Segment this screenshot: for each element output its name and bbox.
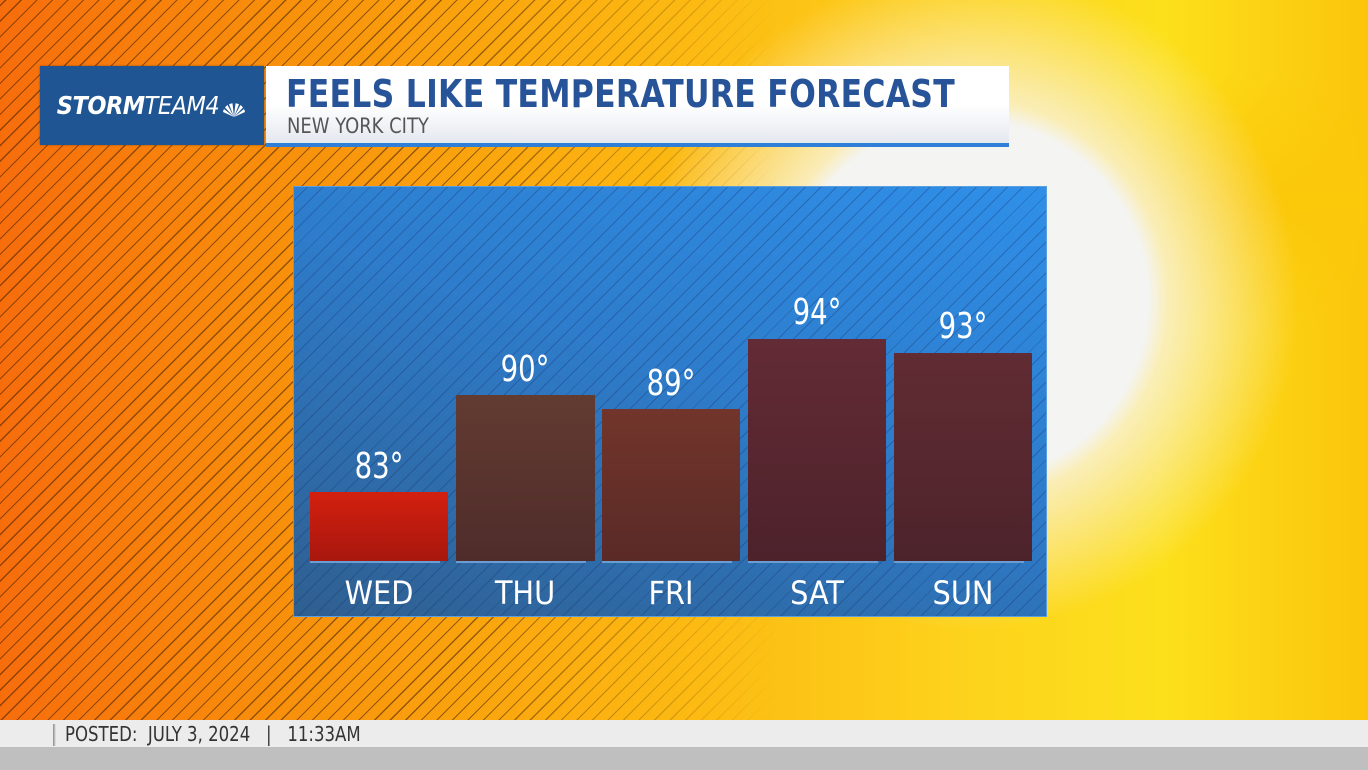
stormteam4-logo: STORM TEAM4 [40,66,264,145]
logo-text-light: TEAM4 [144,91,220,120]
value-label-wed: 83° [354,446,404,487]
day-label-fri: FRI [648,574,694,612]
value-label-thu: 90° [500,349,550,390]
posted-timestamp: POSTED: JULY 3, 2024 | 11:33AM [65,722,361,746]
baseline [894,561,1024,563]
value-label-sun: 93° [938,306,988,347]
nbc-peacock-icon [223,102,246,117]
logo-text-bold: STORM [56,91,145,120]
bar-fri [602,409,740,561]
day-label-wed: WED [344,574,414,612]
footer-divider [53,724,56,746]
footer-bar: POSTED: JULY 3, 2024 | 11:33AM [0,720,1368,747]
value-label-fri: 89° [646,363,696,404]
page-title: FEELS LIKE TEMPERATURE FORECAST [286,72,955,116]
day-label-sat: SAT [790,574,844,612]
bar-thu [456,395,595,561]
baseline [602,561,732,563]
title-banner: FEELS LIKE TEMPERATURE FORECAST NEW YORK… [266,66,1009,147]
value-label-sat: 94° [792,292,842,333]
bar-sun [894,353,1032,561]
footer-bottom-strip [0,747,1368,770]
baseline [748,561,878,563]
day-label-thu: THU [494,574,556,612]
baseline [456,561,586,563]
bar-sat [748,339,886,561]
bar-wed [310,492,448,561]
day-label-sun: SUN [932,574,994,612]
baseline [310,561,440,563]
location-subtitle: NEW YORK CITY [287,114,429,138]
